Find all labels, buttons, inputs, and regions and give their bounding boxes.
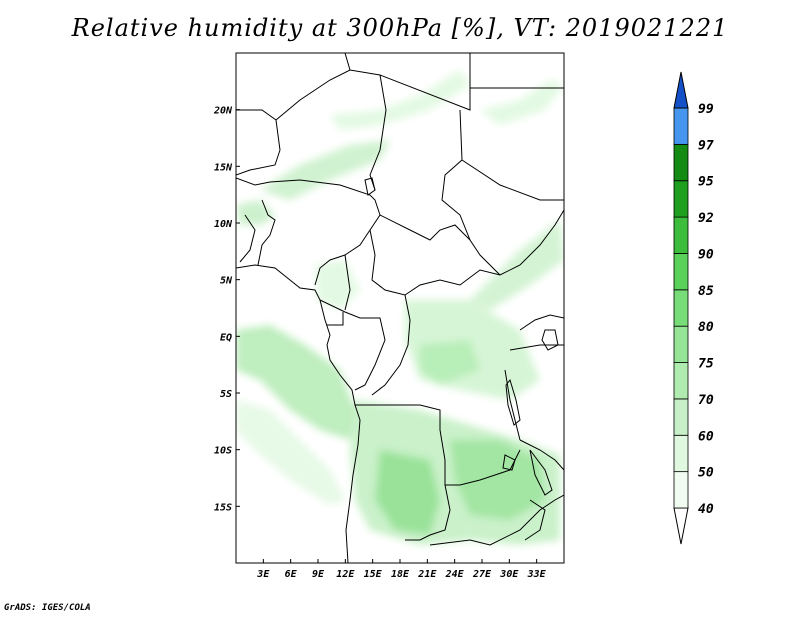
colorbar-label: 92 xyxy=(698,211,714,226)
colorbar-label: 60 xyxy=(698,429,714,444)
colorbar-segment xyxy=(673,471,689,509)
lat-ticks: 20N 15N 10N 5N EQ 5S 10S 15S xyxy=(213,106,240,513)
humidity-patch-cameroon xyxy=(315,260,360,310)
humidity-streak-north xyxy=(330,70,470,130)
colorbar-label: 75 xyxy=(698,357,714,372)
humidity-core-angola xyxy=(375,450,440,535)
lon-tick-label: 33E xyxy=(527,569,547,580)
lon-tick-label: 24E xyxy=(445,569,465,580)
colorbar-segment xyxy=(673,362,689,400)
colorbar-label: 70 xyxy=(698,393,714,408)
humidity-core-congo xyxy=(420,340,480,385)
colorbar-segment xyxy=(673,216,689,254)
colorbar-label: 90 xyxy=(698,247,714,262)
colorbar-segment xyxy=(673,398,689,436)
map-title: Relative humidity at 300hPa [%], VT: 201… xyxy=(71,14,729,42)
humidity-streak-sahel xyxy=(260,140,390,200)
political-borders xyxy=(236,53,564,563)
colorbar-label: 85 xyxy=(698,284,714,299)
colorbar-label: 80 xyxy=(698,320,714,335)
humidity-band-west-coast xyxy=(236,325,355,440)
humidity-core-zambia xyxy=(450,440,545,520)
lat-tick-label: 15N xyxy=(214,162,233,173)
grads-credit: GrADS: IGES/COLA xyxy=(4,603,91,613)
colorbar-segment xyxy=(673,143,689,182)
colorbar-lower-arrow xyxy=(673,507,689,545)
colorbar-label: 97 xyxy=(698,138,714,153)
colorbar-segment xyxy=(673,253,689,291)
colorbar-segment xyxy=(673,289,689,327)
colorbar-segment xyxy=(673,434,689,473)
lon-tick-label: 9E xyxy=(312,569,325,580)
colorbar-label: 40 xyxy=(698,502,714,517)
colorbar: 40 50 60 70 75 80 85 90 92 95 97 99 xyxy=(673,71,714,545)
humidity-streak-northeast xyxy=(480,80,564,125)
lat-tick-label: 10S xyxy=(214,446,232,457)
colorbar-label: 95 xyxy=(698,175,714,190)
lat-tick-label: 15S xyxy=(214,502,232,513)
colorbar-segment xyxy=(673,325,689,363)
lon-tick-label: 12E xyxy=(336,569,355,580)
colorbar-upper-arrow xyxy=(673,71,689,109)
lon-ticks: 3E 6E 9E 12E 15E 18E 21E 24E 27E 30E 33E xyxy=(256,559,547,580)
lon-tick-label: 18E xyxy=(391,569,410,580)
humidity-field xyxy=(236,70,564,545)
lon-tick-label: 21E xyxy=(417,569,437,580)
lon-tick-label: 15E xyxy=(364,569,383,580)
lat-tick-label: 5N xyxy=(220,276,233,287)
lon-tick-label: 6E xyxy=(285,569,298,580)
humidity-band-atlantic xyxy=(236,400,345,505)
lat-tick-label: 10N xyxy=(214,219,233,230)
humidity-streak-east xyxy=(470,220,564,310)
lat-tick-label: 5S xyxy=(220,389,232,400)
lat-tick-label: 20N xyxy=(213,106,233,117)
colorbar-label: 99 xyxy=(698,102,714,117)
humidity-patch-west-africa xyxy=(236,200,275,225)
lat-tick-label: EQ xyxy=(220,332,232,343)
lon-tick-label: 30E xyxy=(499,569,519,580)
lon-tick-label: 27E xyxy=(472,569,492,580)
colorbar-segment xyxy=(673,107,689,145)
colorbar-label: 50 xyxy=(698,466,714,481)
colorbar-segment xyxy=(673,180,689,218)
lon-tick-label: 3E xyxy=(256,569,270,580)
